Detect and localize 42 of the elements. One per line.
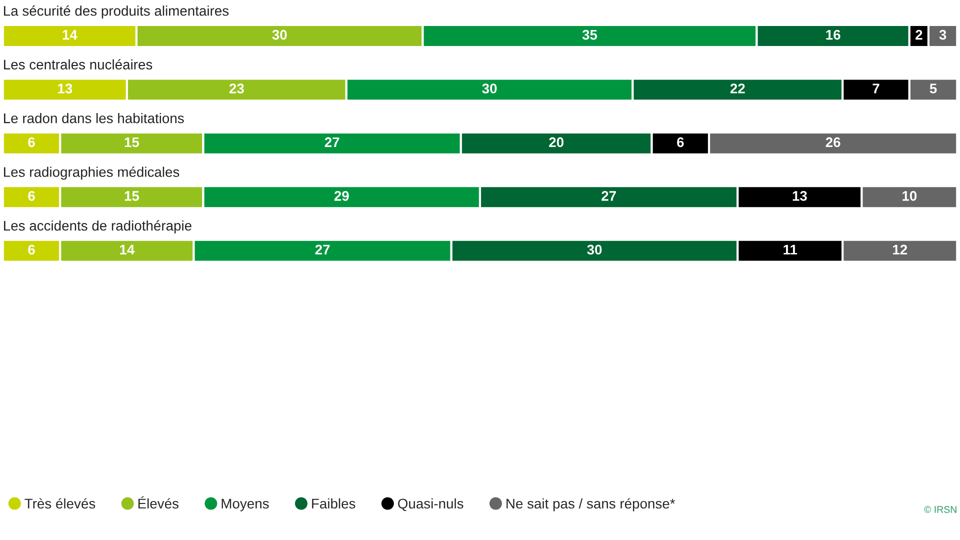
data-label: 15 xyxy=(124,191,140,201)
y-tick-label: Les centrales nucléaires xyxy=(4,59,152,70)
legend-label: Faibles xyxy=(312,498,356,509)
legend-label: Élevés xyxy=(138,496,178,509)
data-label: 6 xyxy=(677,137,684,148)
legend-label: Quasi-nuls xyxy=(398,498,464,512)
data-label: 12 xyxy=(893,244,908,254)
data-label: 11 xyxy=(784,244,798,254)
data-label: 27 xyxy=(602,191,616,201)
legend-label: Moyens xyxy=(222,498,269,512)
data-label: 7 xyxy=(872,84,880,94)
data-label: 3 xyxy=(939,30,946,40)
data-label: 6 xyxy=(28,137,35,148)
data-label: 10 xyxy=(902,191,917,201)
data-label: 22 xyxy=(730,84,745,94)
text: © IRSN xyxy=(924,506,956,513)
data-label: 14 xyxy=(120,244,135,254)
legend-label: Très élevés xyxy=(24,498,96,509)
data-label: 23 xyxy=(229,84,244,94)
legend-label: Ne sait pas / sans réponse* xyxy=(506,498,676,512)
data-label: 6 xyxy=(28,244,35,255)
data-label: 27 xyxy=(315,244,330,254)
data-label: 20 xyxy=(549,137,564,148)
data-label: 5 xyxy=(930,84,937,94)
y-tick-label: Les accidents de radiothérapie xyxy=(4,220,192,234)
data-label: 30 xyxy=(482,84,497,94)
y-tick-label: Le radon dans les habitations xyxy=(4,113,184,124)
data-label: 15 xyxy=(124,137,140,148)
data-label: 26 xyxy=(826,137,840,148)
data-label: 35 xyxy=(582,30,598,40)
y-tick-label: La sécurité des produits alimentaires xyxy=(4,5,229,19)
y-tick-label: Les radiographies médicales xyxy=(4,166,180,180)
data-label: 6 xyxy=(28,191,35,201)
data-label: 30 xyxy=(272,30,287,40)
data-label: 14 xyxy=(62,30,78,40)
data-label: 30 xyxy=(587,244,602,255)
data-label: 16 xyxy=(826,30,840,40)
data-label: 13 xyxy=(792,191,807,201)
data-label: 29 xyxy=(334,191,349,201)
data-label: 13 xyxy=(58,84,72,94)
data-label: 27 xyxy=(324,137,340,147)
data-label: 2 xyxy=(916,30,922,40)
